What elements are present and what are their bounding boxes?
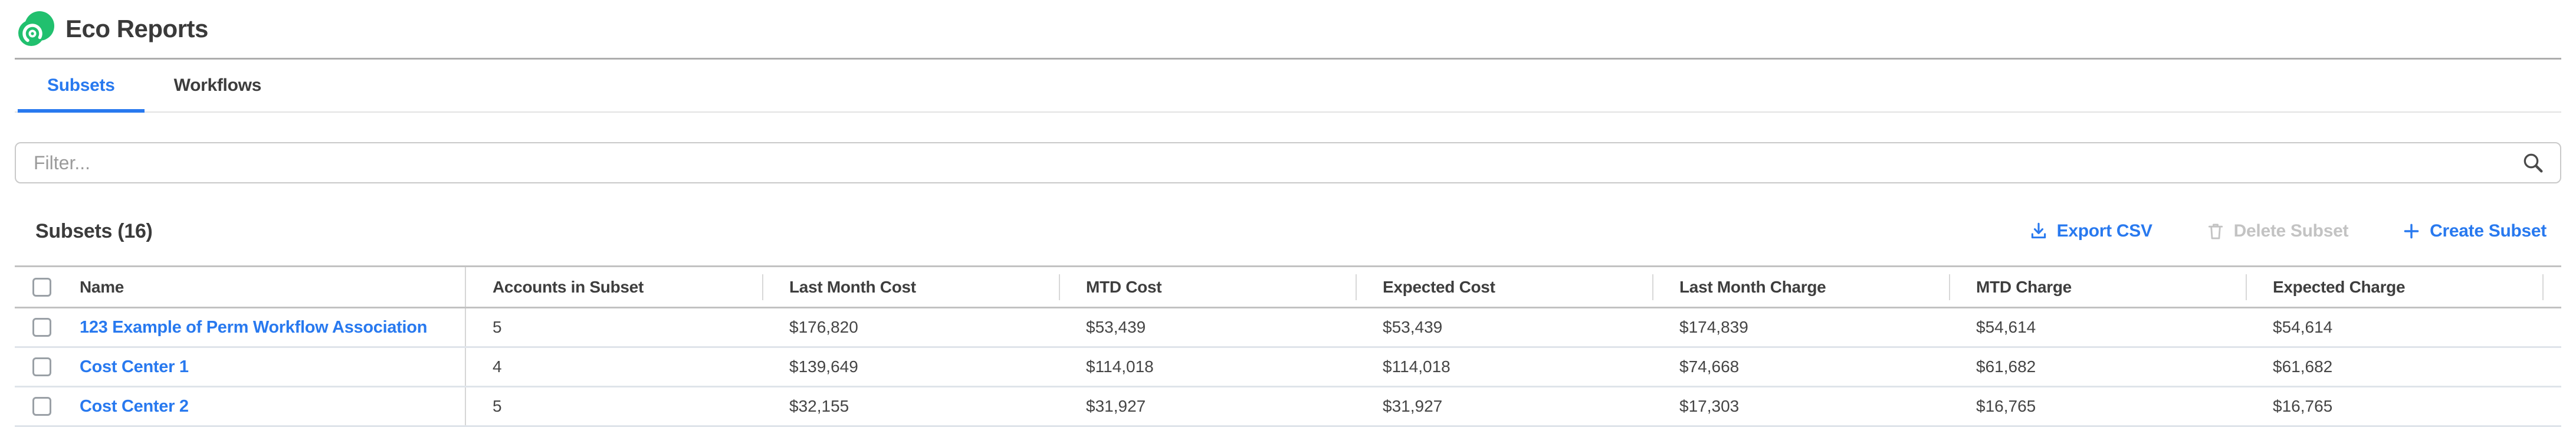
column-header-mtd-cost: MTD Cost — [1059, 267, 1356, 307]
delete-subset-label: Delete Subset — [2233, 221, 2349, 241]
search-icon — [2524, 153, 2543, 173]
column-header-expected-cost: Expected Cost — [1356, 267, 1653, 307]
tab-workflows-label: Workflows — [173, 75, 262, 95]
name-cell: Cost Center 1 — [15, 348, 466, 386]
subset-name-link[interactable]: Cost Center 1 — [80, 357, 189, 376]
download-icon — [2031, 222, 2046, 239]
last-month-cost-value: $139,649 — [789, 357, 858, 376]
mtd-charge-value: $61,682 — [1976, 357, 2036, 376]
column-header-mtd-charge: MTD Charge — [1950, 267, 2246, 307]
table-row: 123 Example of Perm Workflow Association… — [15, 308, 2561, 348]
trash-icon — [2208, 224, 2223, 239]
select-all-checkbox[interactable] — [32, 277, 51, 297]
create-subset-label: Create Subset — [2430, 221, 2547, 241]
column-header-expected-charge: Expected Charge — [2246, 267, 2543, 307]
toolbar-actions: Export CSV Delete Subset Create Subset — [2029, 221, 2547, 241]
mtd-charge-value: $16,765 — [1976, 397, 2036, 415]
last-month-charge-value: $174,839 — [1679, 318, 1748, 336]
mtd-cost-value: $31,927 — [1086, 397, 1146, 415]
column-header-last-month-charge: Last Month Charge — [1653, 267, 1950, 307]
last-month-charge-value: $17,303 — [1679, 397, 1740, 415]
subsets-toolbar: Subsets (16) Export CSV Delete Subset Cr… — [35, 213, 2547, 249]
last-month-cost-value: $176,820 — [789, 318, 858, 336]
row-checkbox[interactable] — [32, 397, 51, 416]
tab-subsets[interactable]: Subsets — [18, 60, 145, 113]
tab-bar: Subsets Workflows — [15, 60, 2561, 113]
subsets-table: Name Accounts in Subset Last Month Cost … — [15, 265, 2561, 427]
eco-logo-icon — [18, 11, 54, 46]
delete-subset-button[interactable]: Delete Subset — [2206, 221, 2349, 241]
export-csv-label: Export CSV — [2056, 221, 2152, 241]
table-row: Cost Center 2 5 $32,155 $31,927 $31,927 … — [15, 387, 2561, 427]
row-checkbox[interactable] — [32, 318, 51, 337]
last-month-cost-value: $32,155 — [789, 397, 849, 415]
expected-charge-value: $54,614 — [2273, 318, 2333, 336]
app-header: Eco Reports — [15, 0, 2561, 60]
expected-cost-value: $53,439 — [1383, 318, 1443, 336]
table-row: Cost Center 1 4 $139,649 $114,018 $114,0… — [15, 348, 2561, 387]
accounts-value: 4 — [493, 357, 502, 376]
column-header-last-month-cost: Last Month Cost — [763, 267, 1059, 307]
tab-subsets-label: Subsets — [47, 75, 115, 95]
name-cell: Cost Center 2 — [15, 387, 466, 425]
filter-input[interactable] — [15, 142, 2561, 183]
column-header-name-cell: Name — [15, 267, 466, 307]
create-subset-button[interactable]: Create Subset — [2401, 221, 2547, 241]
table-header-row: Name Accounts in Subset Last Month Cost … — [15, 267, 2561, 308]
last-month-charge-value: $74,668 — [1679, 357, 1740, 376]
mtd-cost-value: $114,018 — [1086, 357, 1154, 376]
column-header-accounts: Accounts in Subset — [493, 277, 644, 296]
accounts-value: 5 — [493, 397, 502, 415]
column-header-name: Name — [80, 277, 124, 296]
subsets-count-heading: Subsets (16) — [35, 219, 153, 242]
row-checkbox[interactable] — [32, 357, 51, 376]
plus-icon — [2404, 224, 2419, 239]
filter-bar — [15, 142, 2561, 183]
tab-workflows[interactable]: Workflows — [145, 60, 291, 111]
accounts-value: 5 — [493, 318, 502, 336]
expected-cost-value: $31,927 — [1383, 397, 1443, 415]
mtd-cost-value: $53,439 — [1086, 318, 1146, 336]
subset-name-link[interactable]: 123 Example of Perm Workflow Association — [80, 317, 428, 337]
expected-cost-value: $114,018 — [1383, 357, 1451, 376]
expected-charge-value: $61,682 — [2273, 357, 2333, 376]
export-csv-button[interactable]: Export CSV — [2029, 221, 2152, 241]
mtd-charge-value: $54,614 — [1976, 318, 2036, 336]
header-filler — [2543, 267, 2561, 307]
page-title: Eco Reports — [65, 15, 208, 42]
subset-name-link[interactable]: Cost Center 2 — [80, 396, 189, 416]
name-cell: 123 Example of Perm Workflow Association — [15, 308, 466, 346]
expected-charge-value: $16,765 — [2273, 397, 2333, 415]
